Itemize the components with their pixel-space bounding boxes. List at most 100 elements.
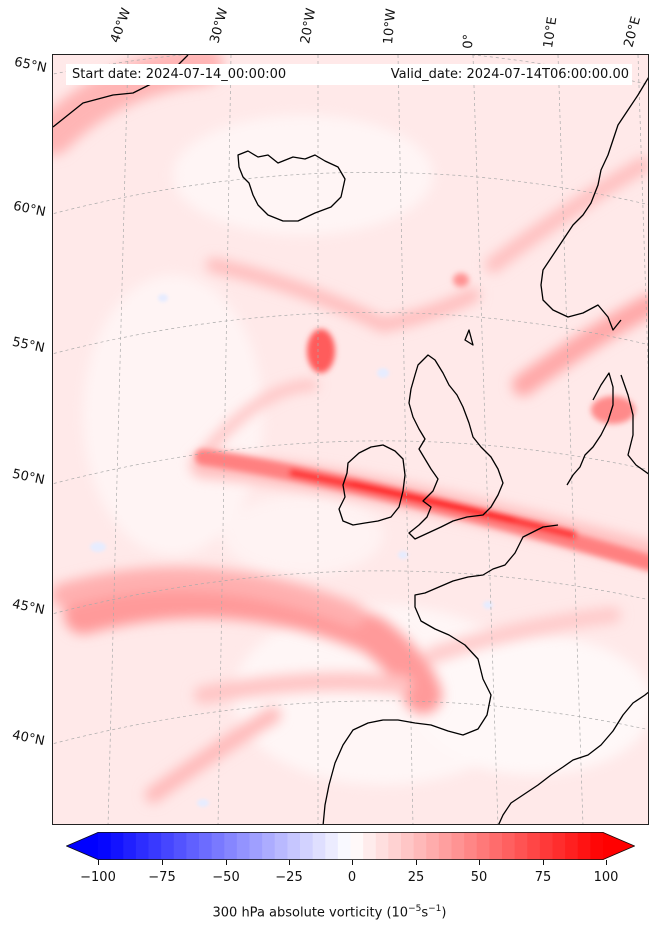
date-info-bar: Start date: 2024-07-14_00:00:00 Valid_da… [66, 64, 632, 85]
colorbar-segment [274, 832, 288, 860]
colorbar-extend-high [603, 832, 635, 860]
colorbar-segment [363, 832, 377, 860]
colorbar-tick-label: 75 [534, 870, 552, 885]
vorticity-map [53, 55, 648, 824]
colorbar-tick-label: −75 [148, 870, 176, 885]
colorbar-segment [438, 832, 453, 860]
lon-label-20w: 20°W [298, 7, 320, 46]
colorbar-segment [262, 832, 276, 860]
lat-label-40n: 40°N [10, 727, 46, 750]
colorbar-label-unit: s [421, 905, 429, 921]
lat-label-60n: 60°N [11, 198, 47, 221]
colorbar-label-end: ) [441, 905, 447, 921]
colorbar-segment [161, 832, 175, 860]
colorbar-segment [476, 832, 490, 860]
valid-date-text: Valid_date: 2024-07-14T06:00:00.00 [390, 67, 629, 82]
colorbar-tick-label: −100 [80, 870, 116, 885]
europe-coast [322, 524, 559, 824]
colorbar-extend-low [66, 832, 98, 860]
colorbar-segment [413, 832, 427, 860]
lat-label-65n: 65°N [12, 54, 48, 77]
coastlines [53, 55, 648, 824]
colorbar-segment [236, 832, 251, 860]
iberia-south-coast [498, 691, 648, 824]
weak-vorticity-areas [83, 115, 648, 785]
lat-label-45n: 45°N [10, 596, 46, 619]
colorbar-tickmark [416, 860, 417, 865]
colorbar-segment [464, 832, 478, 860]
colorbar-segment [300, 832, 314, 860]
colorbar-tick-label: −25 [275, 870, 303, 885]
colorbar-segment [173, 832, 187, 860]
gridlines [53, 55, 648, 824]
colorbar-tickmark [98, 860, 99, 865]
colorbar-tick-label: 25 [407, 870, 425, 885]
colorbar-segment [148, 832, 162, 860]
colorbar-tick-label: −50 [212, 870, 240, 885]
colorbar-segment [337, 832, 352, 860]
colorbar-label: 300 hPa absolute vorticity (10−5s−1) [0, 904, 659, 920]
colorbar-segment [590, 832, 604, 860]
lon-label-40w: 40°W [107, 6, 135, 45]
colorbar-segment [539, 832, 554, 860]
lat-label-55n: 55°N [10, 334, 46, 357]
colorbar-label-exponent-2: −1 [428, 904, 442, 914]
colorbar [66, 832, 635, 860]
lon-label-10e: 10°E [541, 15, 561, 49]
colorbar-label-main: 300 hPa absolute vorticity (10 [212, 905, 409, 921]
start-date-text: Start date: 2024-07-14_00:00:00 [72, 67, 287, 82]
lon-label-10w: 10°W [381, 7, 400, 45]
colorbar-tick-label: 0 [347, 870, 357, 885]
colorbar-segment [426, 832, 440, 860]
colorbar-segment [489, 832, 503, 860]
colorbar-tick-label: 50 [470, 870, 488, 885]
colorbar-segment [552, 832, 566, 860]
map-panel[interactable] [52, 54, 649, 825]
colorbar-tickmark [543, 860, 544, 865]
colorbar-tickmark [289, 860, 290, 865]
colorbar-label-exponent-1: −5 [408, 904, 422, 914]
colorbar-segment [312, 832, 326, 860]
sweden-coast [620, 374, 648, 475]
shetland-coast [464, 329, 474, 346]
colorbar-segment [502, 832, 516, 860]
colorbar-segment [135, 832, 150, 860]
colorbar-tick-label: 100 [593, 870, 619, 885]
negative-vorticity-patches [90, 294, 493, 807]
colorbar-outline [66, 832, 635, 860]
colorbar-segment [388, 832, 402, 860]
vorticity-max-55n [307, 273, 635, 424]
colorbar-segment [224, 832, 238, 860]
colorbar-tickmark [606, 860, 607, 865]
colorbar-segment [350, 832, 364, 860]
colorbar-tickmark [226, 860, 227, 865]
colorbar-tickmark [479, 860, 480, 865]
denmark-coast [566, 372, 614, 486]
colorbar-segment [375, 832, 389, 860]
colorbar-segment [110, 832, 124, 860]
colorbar-segment [98, 832, 112, 860]
lon-label-30w: 30°W [207, 6, 232, 45]
great-britain-coast [408, 354, 504, 540]
lat-label-50n: 50°N [10, 466, 46, 489]
colorbar-segment [565, 832, 579, 860]
colorbar-segment [186, 832, 200, 860]
colorbar-segment [401, 832, 415, 860]
colorbar-segment [577, 832, 591, 860]
colorbar-tickmark [352, 860, 353, 865]
colorbar-segment [123, 832, 137, 860]
colorbar-segment [199, 832, 213, 860]
colorbar-segment [514, 832, 528, 860]
lon-label-20e: 20°E [621, 14, 645, 50]
strong-vorticity-band [195, 449, 648, 571]
ireland-coast [338, 444, 406, 526]
colorbar-segment [287, 832, 301, 860]
lon-label-0: 0° [461, 33, 477, 49]
colorbar-tickmark [162, 860, 163, 865]
colorbar-segment [325, 832, 339, 860]
norway-coast [540, 77, 648, 331]
colorbar-segment [527, 832, 541, 860]
colorbar-segment [211, 832, 225, 860]
colorbar-segment [249, 832, 263, 860]
colorbar-segment [451, 832, 465, 860]
